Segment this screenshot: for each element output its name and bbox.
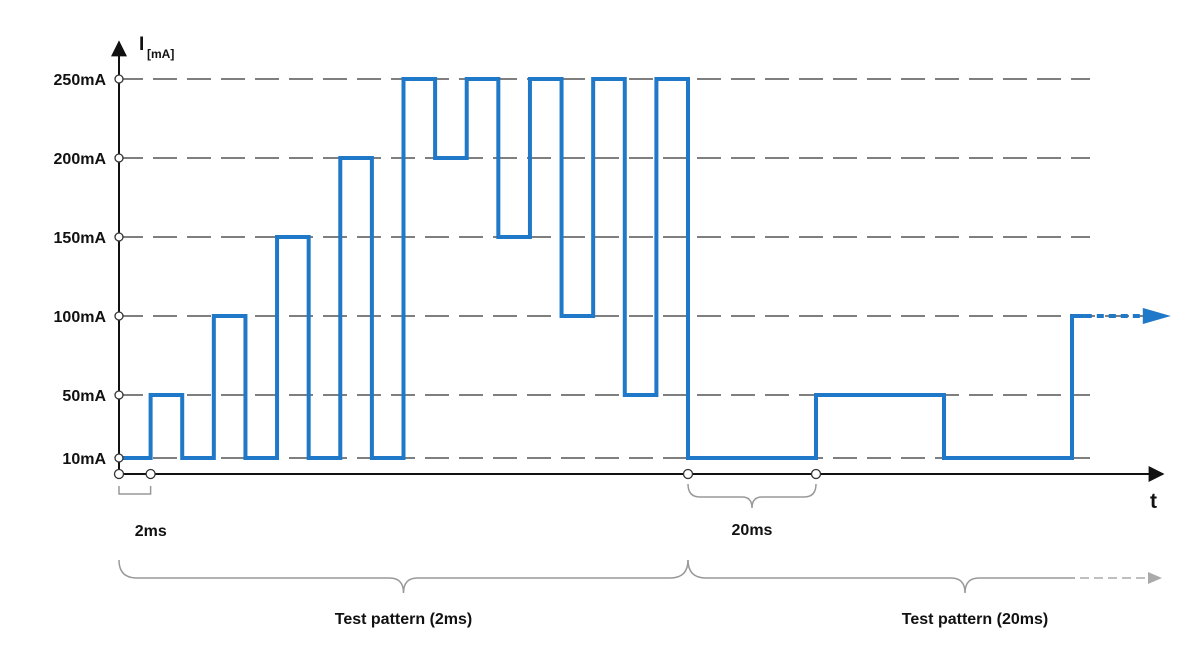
x-time-marker-2 [682,468,694,480]
x-axis-label: t [1150,490,1157,513]
x-time-marker-3 [810,468,822,480]
y-tick-label-50: 50mA [62,388,106,405]
axes: I [mA] t [111,34,1165,513]
y-tick-labels: 10mA 50mA 100mA 150mA 200mA 250mA [54,72,107,468]
interval-large-label: 20ms [732,522,773,539]
annotations: 2ms 20ms Test pattern (2ms) Test pattern… [118,483,1162,628]
series-step-line [119,77,1085,460]
axis-markers [113,74,822,480]
y-tick-marker-10 [114,453,124,463]
y-tick-label-150: 150mA [54,230,107,247]
pattern-1-label: Test pattern (2ms) [335,611,473,628]
y-tick-marker-100 [114,311,124,321]
y-tick-marker-250 [114,74,124,84]
pattern-2-brace [687,559,1075,594]
interval-small-label: 2ms [135,523,167,540]
interval-small-bracket [118,486,152,495]
pattern-1-brace [118,559,689,594]
y-tick-label-100: 100mA [54,309,107,326]
y-axis-label: I [139,34,144,55]
y-tick-label-200: 200mA [54,151,107,168]
x-time-marker-0 [113,468,125,480]
series-line [119,77,1171,460]
y-tick-marker-200 [114,153,124,163]
y-tick-marker-150 [114,232,124,242]
series-continuation-arrow [1142,308,1171,324]
pattern-2-label: Test pattern (20ms) [902,611,1048,628]
y-tick-label-10: 10mA [62,451,106,468]
x-time-marker-1 [145,468,156,480]
y-tick-label-250: 250mA [54,72,107,89]
y-axis-unit-label: [mA] [147,47,174,61]
pattern-2-continuation-arrow [1148,572,1162,584]
y-tick-marker-50 [114,390,124,400]
interval-large-brace [687,483,817,509]
